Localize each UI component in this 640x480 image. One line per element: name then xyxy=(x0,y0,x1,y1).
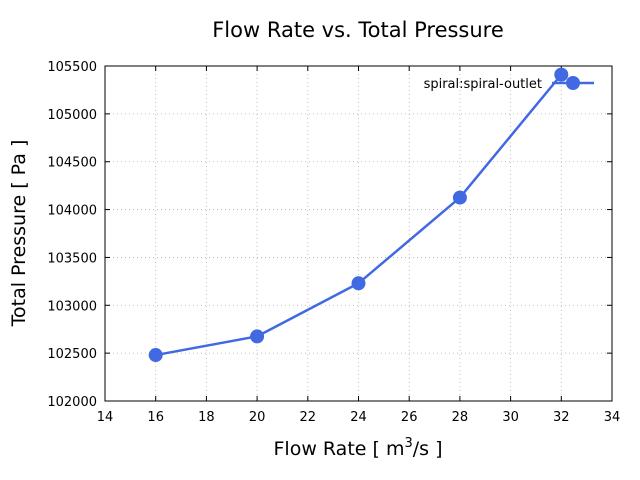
x-tick-label: 34 xyxy=(604,410,621,425)
y-axis-label: Total Pressure [ Pa ] xyxy=(8,140,30,328)
x-tick-label: 32 xyxy=(553,410,570,425)
x-tick-label: 30 xyxy=(502,410,519,425)
x-tick-label: 18 xyxy=(198,410,215,425)
x-tick-label: 26 xyxy=(401,410,418,425)
y-tick-label: 102500 xyxy=(47,347,97,362)
x-tick-label: 14 xyxy=(97,410,114,425)
y-tick-label: 105500 xyxy=(47,60,97,75)
chart-title: Flow Rate vs. Total Pressure xyxy=(212,18,504,42)
x-tick-label: 28 xyxy=(452,410,469,425)
legend-label: spiral:spiral-outlet xyxy=(424,77,542,92)
x-tick-label: 20 xyxy=(249,410,266,425)
y-tick-label: 105000 xyxy=(47,108,97,123)
x-tick-label: 16 xyxy=(147,410,164,425)
y-tick-label: 103500 xyxy=(47,251,97,266)
x-tick-label: 24 xyxy=(350,410,367,425)
series-layer xyxy=(148,67,569,363)
data-point xyxy=(452,190,467,205)
data-point xyxy=(250,329,265,344)
y-tick-label: 104500 xyxy=(47,156,97,171)
y-tick-label: 102000 xyxy=(47,395,97,410)
axis-ticks: 14 16 18 20 22 24 26 28 30 32 34 102000 102500 103000… xyxy=(47,60,620,425)
legend: spiral:spiral-outlet xyxy=(424,76,594,92)
data-point xyxy=(351,276,366,291)
x-tick-label: 22 xyxy=(300,410,317,425)
data-point xyxy=(554,67,569,82)
y-tick-label: 103000 xyxy=(47,299,97,314)
data-point xyxy=(148,348,163,363)
x-axis-label: Flow Rate [ m3/s ] xyxy=(273,436,442,460)
legend-marker-sample xyxy=(566,76,580,90)
y-tick-label: 104000 xyxy=(47,204,97,219)
grid-lines xyxy=(105,66,612,401)
